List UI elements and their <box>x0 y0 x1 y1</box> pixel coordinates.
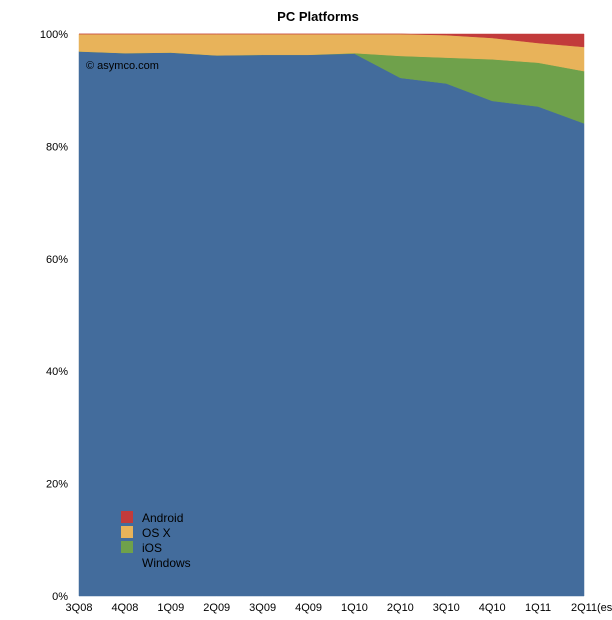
legend-label-ios: iOS <box>142 541 162 555</box>
y-tick-label: 20% <box>46 479 68 491</box>
copyright-credit: © asymco.com <box>86 60 159 72</box>
x-tick-label: 4Q08 <box>111 602 138 614</box>
x-axis: 3Q08 4Q08 1Q09 2Q09 3Q09 4Q09 1Q10 2Q10 3Q10 4Q10… <box>66 602 612 614</box>
chart-title: PC Platforms <box>277 9 359 24</box>
y-tick-label: 40% <box>46 366 68 378</box>
y-tick-label: 60% <box>46 254 68 266</box>
x-tick-label: 1Q11 <box>525 602 551 614</box>
area-android <box>79 33 585 48</box>
legend-label-os-x: OS X <box>142 526 171 540</box>
y-axis: 0% 20% 40% 60% 80% 100% <box>40 29 68 603</box>
x-tick-label: 2Q11 <box>571 602 597 614</box>
y-tick-label: 0% <box>52 591 68 603</box>
legend-swatch-android <box>121 511 133 523</box>
x-tick-label: 1Q10 <box>341 602 368 614</box>
x-suffix-label: (est) <box>597 602 612 614</box>
legend-swatch-os-x <box>121 526 133 538</box>
x-tick-label: 2Q10 <box>387 602 414 614</box>
x-tick-label: 4Q10 <box>479 602 506 614</box>
area-layer <box>78 33 585 597</box>
legend-label-android: Android <box>142 511 183 525</box>
x-tick-label: 3Q08 <box>66 602 93 614</box>
x-tick-label: 2Q09 <box>203 602 230 614</box>
x-tick-label: 4Q09 <box>295 602 322 614</box>
x-tick-label: 3Q09 <box>249 602 276 614</box>
legend-label-windows: Windows <box>142 556 191 570</box>
legend-swatch-ios <box>121 541 133 553</box>
y-tick-label: 100% <box>40 29 68 41</box>
x-tick-label: 1Q09 <box>157 602 184 614</box>
x-tick-label: 3Q10 <box>433 602 460 614</box>
y-tick-label: 80% <box>46 141 68 153</box>
